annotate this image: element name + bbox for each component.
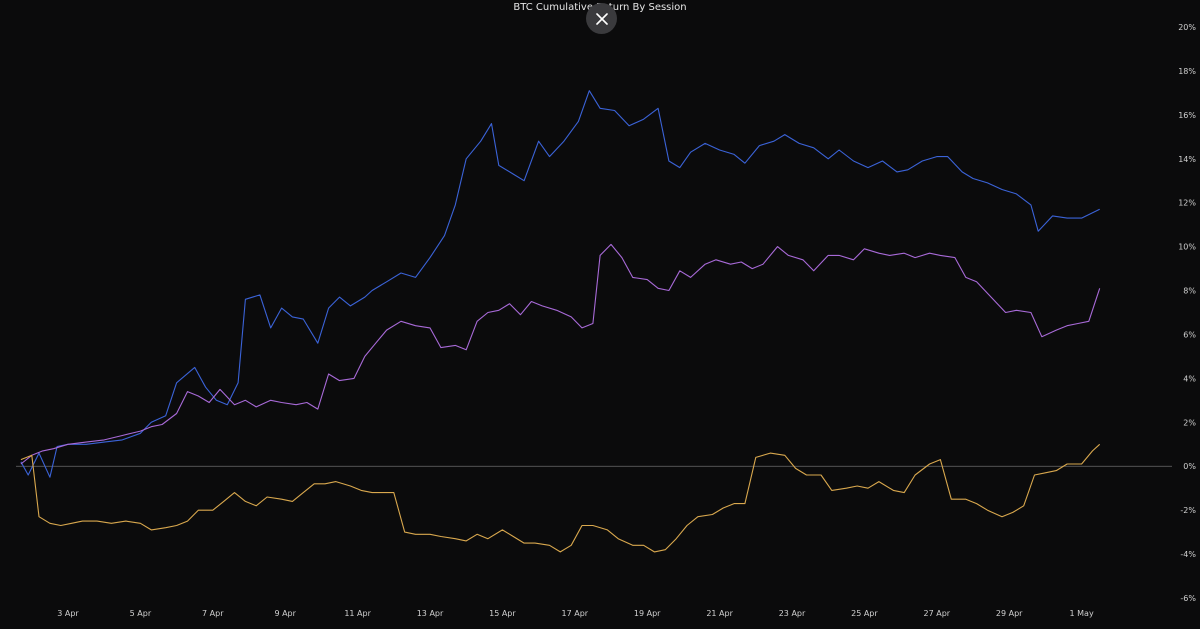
y-tick-label: -4% — [1180, 550, 1196, 559]
y-tick-label: 12% — [1178, 199, 1196, 208]
y-tick-label: 6% — [1183, 330, 1196, 339]
close-icon — [595, 12, 608, 25]
y-tick-label: -2% — [1180, 506, 1196, 515]
y-tick-label: 10% — [1178, 243, 1196, 252]
x-tick-label: 13 Apr — [417, 609, 444, 618]
y-tick-label: 18% — [1178, 67, 1196, 76]
y-tick-label: 14% — [1178, 155, 1196, 164]
y-tick-label: 20% — [1178, 23, 1196, 32]
y-tick-label: 2% — [1183, 418, 1196, 427]
x-tick-label: 5 Apr — [130, 609, 152, 618]
y-tick-label: 4% — [1183, 374, 1196, 383]
x-tick-label: 21 Apr — [706, 609, 733, 618]
x-tick-label: 3 Apr — [57, 609, 79, 618]
x-tick-label: 27 Apr — [924, 609, 951, 618]
x-tick-label: 9 Apr — [274, 609, 296, 618]
x-tick-label: 7 Apr — [202, 609, 224, 618]
y-tick-label: 0% — [1183, 462, 1196, 471]
y-tick-label: 16% — [1178, 111, 1196, 120]
series-line-1 — [20, 90, 1100, 478]
x-tick-label: 15 Apr — [489, 609, 516, 618]
x-tick-label: 11 Apr — [344, 609, 371, 618]
series-line-2 — [20, 243, 1101, 465]
x-tick-label: 17 Apr — [562, 609, 589, 618]
x-tick-label: 23 Apr — [779, 609, 806, 618]
series-line-3 — [20, 443, 1101, 553]
y-tick-label: 8% — [1183, 287, 1196, 296]
x-tick-label: 25 Apr — [851, 609, 878, 618]
x-tick-label: 1 May — [1070, 609, 1094, 618]
close-button[interactable] — [586, 3, 617, 34]
x-tick-label: 19 Apr — [634, 609, 661, 618]
x-tick-label: 29 Apr — [996, 609, 1023, 618]
y-tick-label: -6% — [1180, 594, 1196, 603]
